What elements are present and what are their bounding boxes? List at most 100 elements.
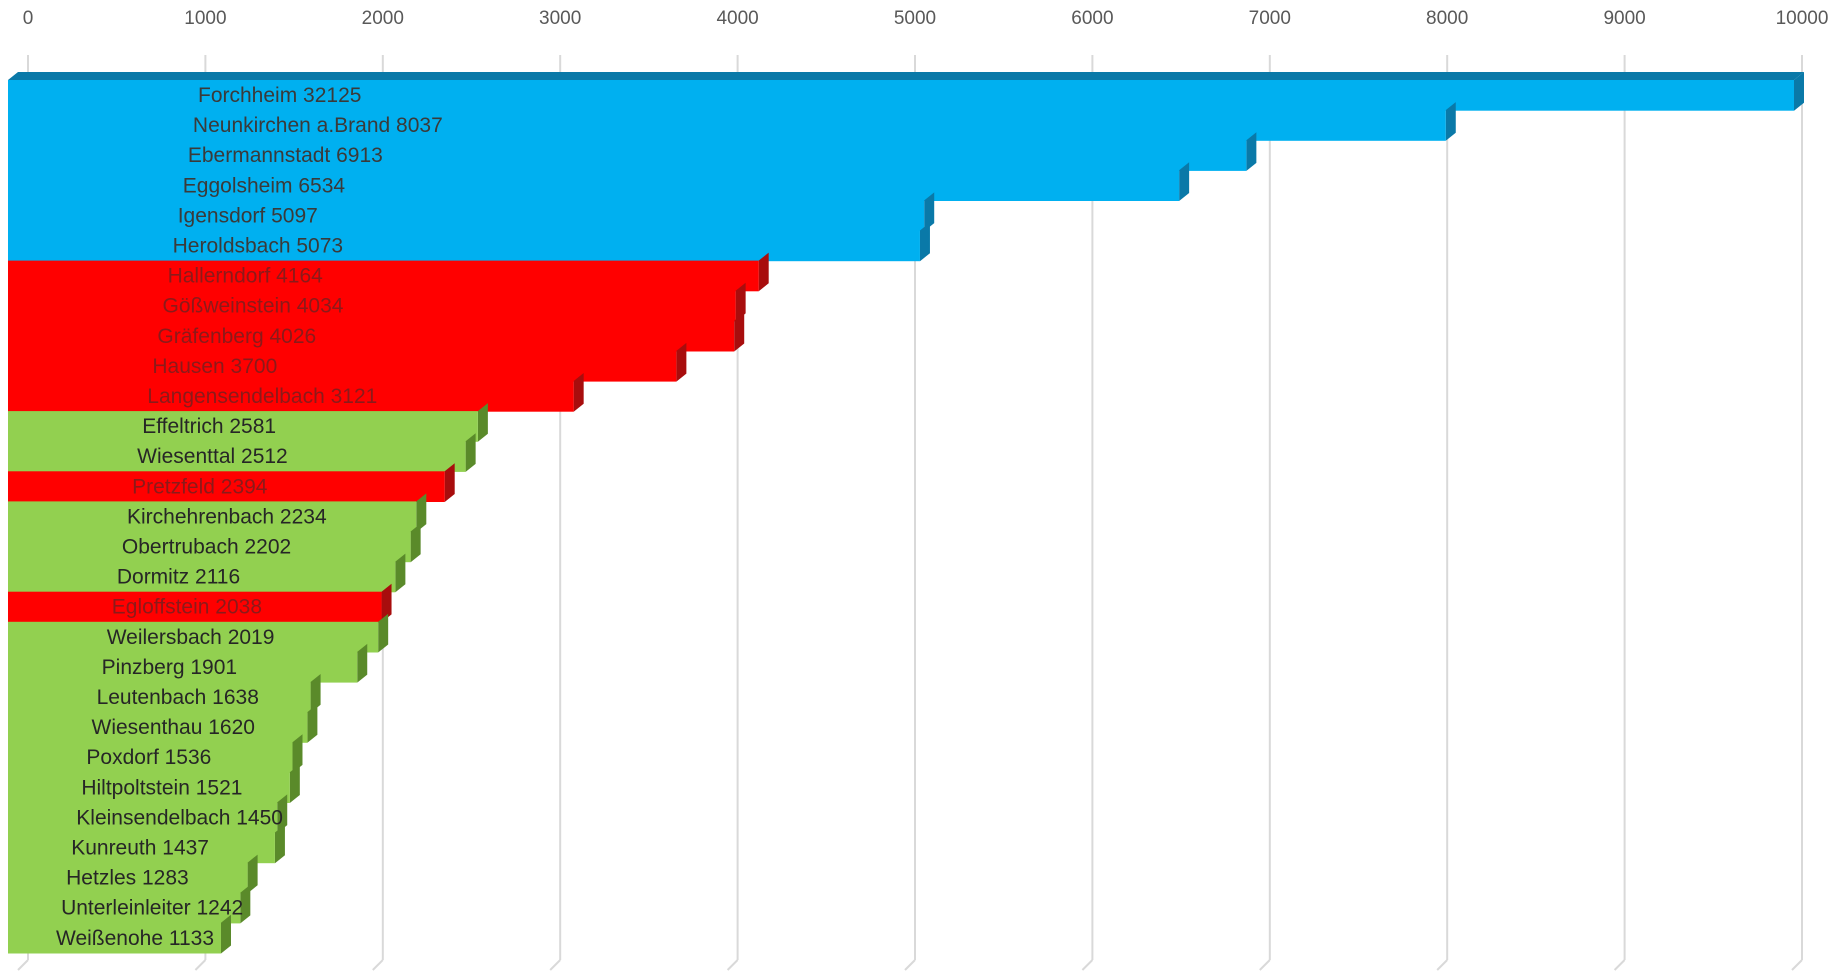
bar-label: Forchheim 32125 xyxy=(198,84,361,107)
bar-label: Langensendelbach 3121 xyxy=(147,385,377,408)
bar-label: Gößweinstein 4034 xyxy=(163,295,344,318)
bar-side-face xyxy=(416,493,427,533)
bar-label: Igensdorf 5097 xyxy=(178,204,318,227)
x-tick-label: 1000 xyxy=(184,8,226,29)
bar-side-face xyxy=(357,643,368,683)
x-tick-label: 7000 xyxy=(1249,8,1291,29)
gridline-foot xyxy=(194,959,207,971)
x-tick-label: 5000 xyxy=(894,8,936,29)
gridline-foot xyxy=(1791,959,1803,971)
bar-label: Gräfenberg 4026 xyxy=(157,325,316,348)
x-tick-label: 10000 xyxy=(1776,8,1829,29)
bar-side-face xyxy=(240,884,251,924)
bar-label: Kleinsendelbach 1450 xyxy=(76,806,283,829)
bars xyxy=(8,72,1804,954)
bar-side-face xyxy=(477,403,488,442)
bar xyxy=(8,170,1180,201)
bar xyxy=(8,350,677,382)
bar-label: Hausen 3700 xyxy=(152,355,277,378)
bar-side-face xyxy=(277,794,288,834)
bar-side-face xyxy=(307,704,318,743)
bar xyxy=(8,200,925,232)
bar-labels: Forchheim 32125 Neunkirchen a.Brand 8037 E… xyxy=(56,84,443,950)
gridline-foot xyxy=(1436,959,1448,971)
bar-label: Weilersbach 2019 xyxy=(107,626,275,649)
bar-label: Egloffstein 2038 xyxy=(112,596,262,619)
x-axis-tick-labels: 0 1000 2000 3000 4000 5000 6000 7000 8000 9000 100… xyxy=(23,8,1829,29)
bar-label: Obertrubach 2202 xyxy=(122,536,291,559)
bar-label: Wiesenttal 2512 xyxy=(137,445,288,468)
bar xyxy=(8,441,466,472)
bar xyxy=(8,862,248,894)
gridline-foot xyxy=(549,959,561,971)
bar-side-face xyxy=(410,523,421,563)
bar xyxy=(8,531,411,563)
bar-side-face xyxy=(1794,72,1804,111)
bar-label: Kunreuth 1437 xyxy=(71,837,209,860)
bar-side-face xyxy=(465,433,476,472)
bar-side-face xyxy=(1179,162,1190,201)
bar-label: Leutenbach 1638 xyxy=(97,686,259,709)
bar-label: Ebermannstadt 6913 xyxy=(188,144,383,167)
bar-side-face xyxy=(444,463,455,502)
x-tick-label: 3000 xyxy=(539,8,581,29)
bar-label: Effeltrich 2581 xyxy=(142,415,276,438)
bar xyxy=(8,651,358,683)
bar-label: Weißenohe 1133 xyxy=(56,927,214,950)
bar xyxy=(8,682,311,713)
x-tick-label: 2000 xyxy=(362,8,404,29)
bar-side-face xyxy=(247,854,258,894)
bar-label: Heroldsbach 5073 xyxy=(173,235,343,258)
gridline-foot xyxy=(1081,959,1094,971)
x-tick-label: 4000 xyxy=(716,8,758,29)
gridline-foot xyxy=(1259,959,1271,971)
bar xyxy=(8,712,308,743)
gridline-foot xyxy=(17,959,29,971)
bar xyxy=(8,591,382,623)
bar xyxy=(8,411,478,442)
gridline-foot xyxy=(904,959,916,971)
bar xyxy=(8,772,290,803)
bar xyxy=(8,802,278,834)
bar xyxy=(8,290,736,322)
bar-side-face xyxy=(919,222,930,262)
bar-side-face xyxy=(1246,132,1257,171)
bar-side-face xyxy=(378,613,389,653)
bar-side-face xyxy=(758,252,769,292)
bar xyxy=(8,140,1247,171)
bar-label: Hiltpoltstein 1521 xyxy=(81,776,242,799)
bar-side-face xyxy=(220,914,231,954)
bar xyxy=(8,621,379,653)
bar xyxy=(8,742,293,773)
bar-side-face xyxy=(381,583,392,623)
bar xyxy=(8,561,396,593)
bar-label: Kirchehrenbach 2234 xyxy=(127,505,327,528)
bar xyxy=(8,230,920,262)
bar-label: Hallerndorf 4164 xyxy=(168,265,324,288)
bar-top-face xyxy=(8,72,1804,80)
bar xyxy=(8,260,759,292)
bar-side-face xyxy=(310,674,321,713)
x-tick-label: 9000 xyxy=(1603,8,1645,29)
gridline-foot xyxy=(372,959,384,971)
gridline-foot xyxy=(1613,959,1626,971)
x-tick-label: 8000 xyxy=(1426,8,1468,29)
bar-side-face xyxy=(676,342,687,382)
bar xyxy=(8,471,445,502)
bar xyxy=(8,80,1794,111)
bar xyxy=(8,892,241,924)
bar-label: Poxdorf 1536 xyxy=(86,746,211,769)
bar xyxy=(8,381,574,412)
bar-side-face xyxy=(734,312,745,352)
bar-label: Wiesenthau 1620 xyxy=(92,716,255,739)
bar xyxy=(8,922,221,954)
bar xyxy=(8,832,275,864)
gridline-foot xyxy=(726,959,739,971)
bar xyxy=(8,320,735,352)
bar-side-face xyxy=(289,764,300,803)
bar-label: Hetzles 1283 xyxy=(66,867,189,890)
bar-label: Pinzberg 1901 xyxy=(102,656,237,679)
bar-side-face xyxy=(1445,102,1456,141)
bar-side-face xyxy=(292,734,303,773)
